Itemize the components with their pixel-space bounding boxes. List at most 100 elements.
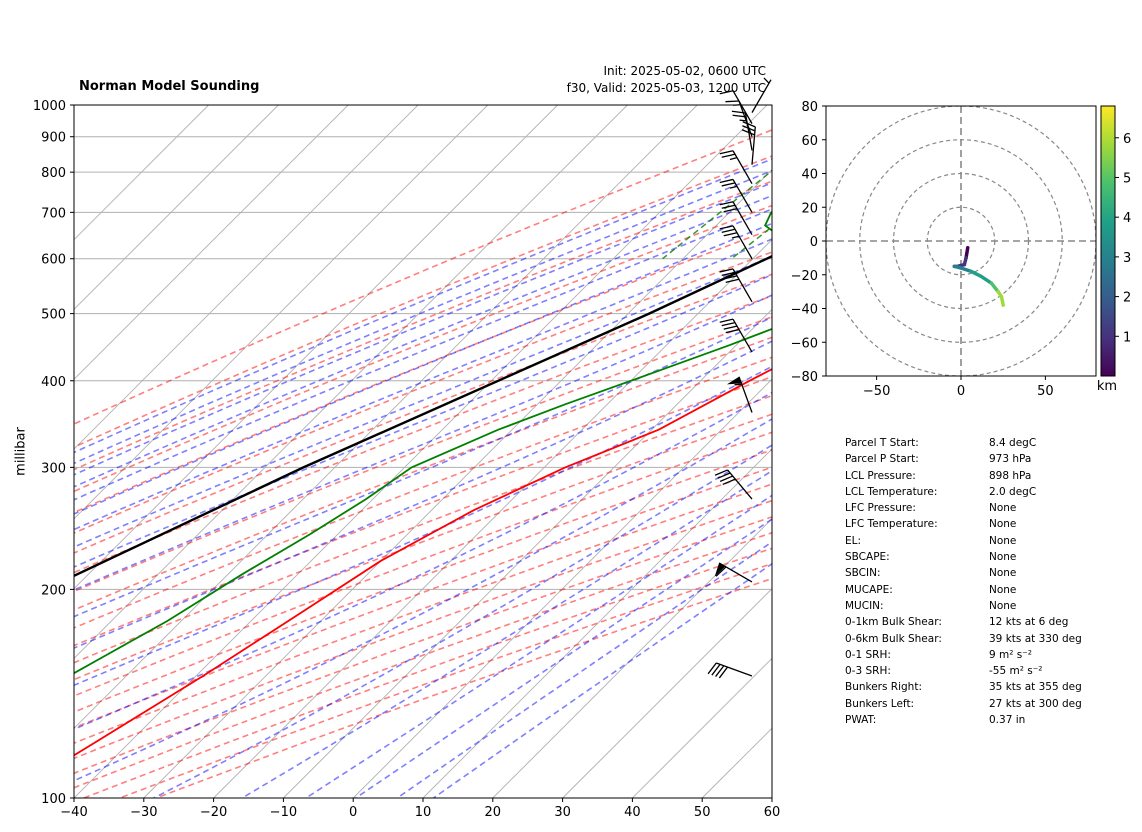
barb-full [721,153,736,158]
y-tick-label: 400 [41,375,66,390]
barb-staff [732,150,753,184]
parameter-value: None [989,599,1017,612]
barb-full [719,268,734,273]
x-tick-label: 0 [349,805,357,820]
chart-subtitle: Init: 2025-05-02, 0600 UTC f30, Valid: 2… [567,63,766,97]
x-tick-label: 50 [694,805,711,820]
dewpoint-line [74,211,772,675]
isotherm-line [143,169,772,798]
valid-time: f30, Valid: 2025-05-03, 1200 UTC [566,81,766,95]
barb-full [722,478,736,486]
isotherm-line [352,378,772,798]
barb-full [711,663,721,676]
colorbar-tick-label: 4 [1123,211,1131,226]
parameter-value: 9 m² s⁻² [989,648,1033,661]
hodo-y-tick-label: −60 [791,336,818,351]
x-tick-label: −20 [200,805,227,820]
parameter-label: Bunkers Left: [845,697,915,710]
dry-adiabat [74,394,772,664]
hodograph-segment [999,294,1005,307]
parameter-label: 0-1km Bulk Shear: [845,616,942,629]
dry-adiabat [74,228,772,514]
moist-adiabat [74,158,772,454]
parameter-label: SBCAPE: [845,551,890,564]
wind-barb [719,178,753,213]
moist-adiabat [74,316,772,618]
mixing-ratio-line [662,169,772,260]
moist-adiabat [153,444,772,798]
dry-adiabat [74,336,772,611]
dry-adiabat [155,577,772,798]
x-tick-label: 60 [764,805,781,820]
barb-full [707,662,717,675]
barb-staff [738,100,753,137]
hodo-x-tick-label: 0 [957,384,965,396]
wind-barb [725,100,753,137]
wind-barb [719,268,753,303]
wind-barb [714,469,753,500]
barb-full [725,278,740,283]
dry-adiabat [74,204,772,493]
parameter-label: 0-3 SRH: [845,665,891,678]
isotherm-line [492,518,772,798]
barb-full [742,121,756,128]
barb-full [719,90,734,95]
wind-barb [719,201,753,235]
barb-half [729,157,738,161]
hodo-x-tick-label: 50 [1037,384,1054,396]
parameter-label: LFC Temperature: [845,518,938,531]
barb-staff [751,79,772,113]
isotherm-line [74,105,628,660]
colorbar-tick-label: 2 [1123,291,1131,306]
parameter-label: 0-1 SRH: [845,648,891,661]
skewt-chart: −40 −30 −20 −10 0 10 20 30 40 50 60 1000 900 800 700 60… [33,77,781,820]
x-tick-label: −10 [270,805,297,820]
hodo-y-tick-label: −20 [791,269,818,284]
barb-full [732,114,747,118]
wind-barb [726,376,753,413]
barb-full [723,232,738,237]
hodo-y-tick-label: 80 [801,100,818,115]
init-time: Init: 2025-05-02, 0600 UTC [603,64,766,78]
barb-full [721,271,736,277]
barb-half [734,383,742,386]
hodo-y-tick-label: 20 [801,201,818,216]
barb-full [741,129,755,136]
wind-barbs [707,77,772,679]
parameter-value: 0.37 in [989,714,1026,727]
moist-adiabat [74,238,772,531]
temperature-line [74,368,772,757]
y-tick-label: 800 [41,166,66,181]
barb-full [721,182,736,187]
y-tick-label: 300 [41,461,66,476]
plot-area [74,105,772,798]
x-tick-label: 30 [554,805,571,820]
parameter-label: PWAT: [845,714,877,727]
wind-barb [751,77,772,113]
y-tick-label: 600 [41,253,66,268]
isotherm-line [632,657,772,798]
y-tick-label: 1000 [33,99,66,114]
isotherm-line [213,238,772,798]
hodograph-segment [989,281,1000,294]
moist-adiabat [74,169,772,465]
barb-staff [732,201,753,235]
parameter-value: -55 m² s⁻² [989,665,1043,678]
dry-adiabat [74,129,772,425]
parameter-label: EL: [845,534,862,547]
hodo-y-tick-label: 0 [810,235,818,250]
barb-half [739,119,747,122]
isotherm-line [74,105,489,520]
barb-pennant [726,376,742,385]
colorbar [1100,105,1116,377]
wind-barb [719,90,753,124]
barb-full [715,665,725,677]
barb-full [719,475,733,482]
barb-full [721,204,736,209]
colorbar-tick-label: 3 [1123,251,1131,266]
moist-adiabat [74,418,772,782]
colorbar-tick-label: 6 [1123,132,1131,147]
barb-staff [732,179,753,213]
parameter-label: SBCIN: [845,567,881,580]
parameter-label: MUCIN: [845,599,884,612]
